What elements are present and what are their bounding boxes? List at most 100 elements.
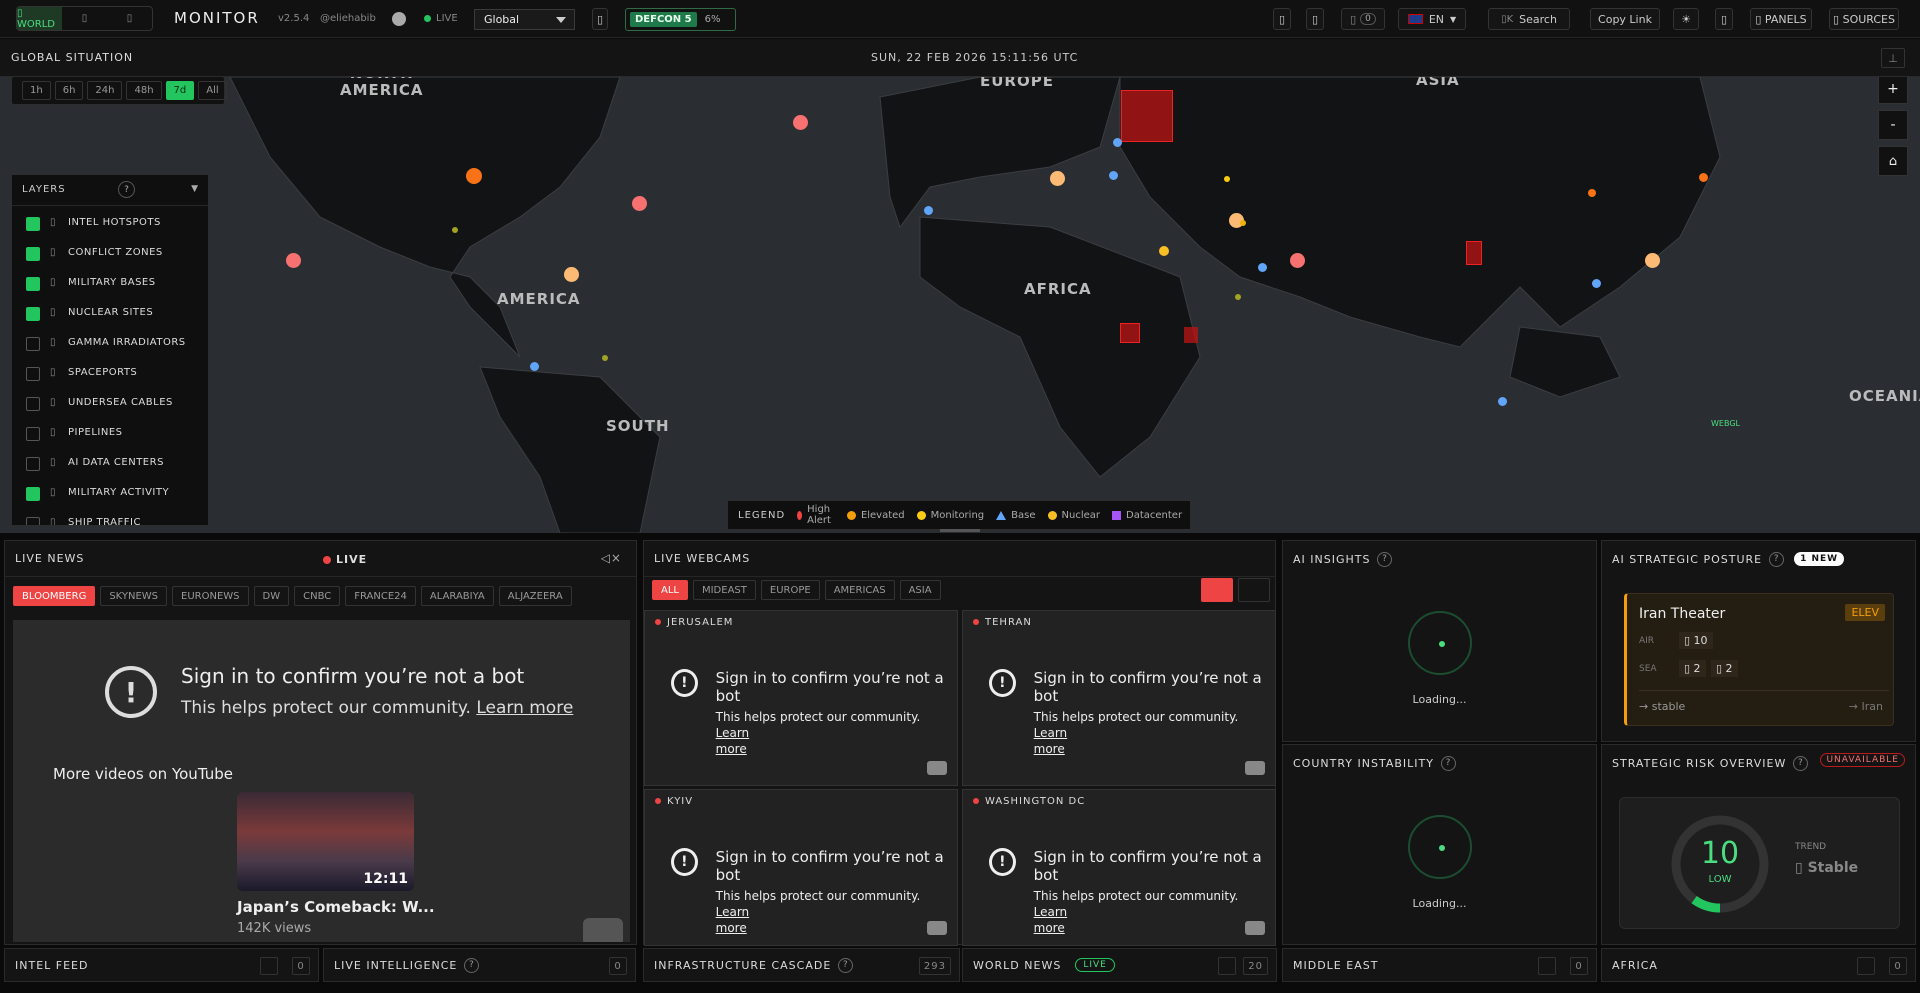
hotspot-marker[interactable] <box>564 267 579 282</box>
youtube-icon[interactable] <box>927 761 947 775</box>
youtube-icon[interactable] <box>1245 921 1265 935</box>
time-filter-24h[interactable]: 24h <box>87 81 123 100</box>
panel-header-middle-east[interactable]: MIDDLE EAST 0 <box>1282 948 1597 982</box>
hotspot-marker[interactable] <box>1699 173 1708 182</box>
layer-toggle-conflict-zones[interactable]: ▯ CONFLICT ZONES <box>12 243 208 267</box>
learn-more-link[interactable]: more <box>715 742 747 756</box>
variant-tab-world[interactable]: ▯ WORLD <box>17 7 62 30</box>
time-filter-7d[interactable]: 7d <box>165 81 195 100</box>
channel-tab-skynews[interactable]: SKYNEWS <box>100 586 168 606</box>
panels-button[interactable]: ▯ PANELS <box>1750 8 1812 30</box>
panel-action-icon[interactable] <box>1218 957 1236 975</box>
webcam-tile[interactable]: KYIV! Sign in to confirm you’re not a bot… <box>644 789 958 946</box>
search-button[interactable]: ▯K Search <box>1488 8 1570 30</box>
layer-checkbox[interactable] <box>26 247 40 261</box>
military-base-marker[interactable] <box>1258 263 1267 272</box>
world-map[interactable]: NORTH AMERICA EUROPE ASIA AFRICA AMERICA… <box>0 77 1920 533</box>
hotspot-marker[interactable] <box>632 196 647 211</box>
conflict-zone-yemen[interactable] <box>1184 327 1198 343</box>
layer-checkbox[interactable] <box>26 217 40 231</box>
help-icon[interactable]: ? <box>1377 551 1393 567</box>
monitoring-marker[interactable] <box>1224 176 1230 182</box>
learn-more-link[interactable]: Learn <box>1033 726 1068 740</box>
collapse-chevron-icon[interactable]: ▼ <box>191 184 198 194</box>
zoom-out-button[interactable]: - <box>1878 110 1908 140</box>
time-filter-48h[interactable]: 48h <box>126 81 162 100</box>
help-icon[interactable]: ? <box>1793 755 1809 771</box>
panel-header-africa[interactable]: AFRICA 0 <box>1601 948 1916 982</box>
help-icon[interactable]: ? <box>1440 755 1456 771</box>
single-view-icon[interactable] <box>1238 578 1270 602</box>
github-icon[interactable] <box>392 12 406 26</box>
learn-more-link[interactable]: more <box>715 921 747 935</box>
channel-tab-aljazeera[interactable]: ALJAZEERA <box>498 586 572 606</box>
conflict-zone-sudan[interactable] <box>1120 323 1140 343</box>
panel-header-intel-feed[interactable]: INTEL FEED 0 <box>4 948 319 982</box>
learn-more-link[interactable]: Learn <box>1033 905 1068 919</box>
variant-tab-2[interactable]: ▯ <box>81 13 88 24</box>
military-base-marker[interactable] <box>1113 138 1122 147</box>
youtube-icon[interactable] <box>1245 761 1265 775</box>
webcam-filter-europe[interactable]: EUROPE <box>760 580 820 600</box>
learn-more-link[interactable]: more <box>1033 921 1065 935</box>
panel-action-icon[interactable] <box>1538 957 1556 975</box>
video-title[interactable]: Japan’s Comeback: W... <box>237 898 435 916</box>
learn-more-link[interactable]: Learn <box>715 905 750 919</box>
theater-card[interactable]: Iran Theater ELEV AIR ▯ 10 SEA ▯ 2 ▯ 2 →… <box>1624 593 1894 726</box>
help-icon[interactable]: ? <box>118 181 135 198</box>
webcam-tile[interactable]: TEHRAN! Sign in to confirm you’re not a b… <box>962 610 1276 786</box>
military-base-marker[interactable] <box>924 206 933 215</box>
zoom-in-button[interactable]: + <box>1878 77 1908 104</box>
youtube-icon[interactable] <box>583 918 623 942</box>
layer-toggle-spaceports[interactable]: ▯ SPACEPORTS <box>12 363 208 387</box>
layer-toggle-ai-data-centers[interactable]: ▯ AI DATA CENTERS <box>12 453 208 477</box>
nuclear-marker[interactable] <box>1159 246 1169 256</box>
sources-button[interactable]: ▯ SOURCES <box>1829 8 1899 30</box>
time-filter-all[interactable]: All <box>198 81 227 100</box>
mute-icon[interactable]: ◁× <box>600 551 622 565</box>
monitoring-marker[interactable] <box>602 355 608 361</box>
military-base-marker[interactable] <box>530 362 539 371</box>
hotspot-marker[interactable] <box>286 253 301 268</box>
panel-header-world-news[interactable]: WORLD NEWS LIVE 20 <box>962 948 1277 982</box>
hotspot-marker[interactable] <box>1588 189 1596 197</box>
layer-toggle-military-activity[interactable]: ▯ MILITARY ACTIVITY <box>12 483 208 507</box>
youtube-embed[interactable]: ! Sign in to confirm you’re not a bot Th… <box>13 620 630 942</box>
conflict-zone-myanmar[interactable] <box>1466 241 1482 265</box>
webcam-filter-asia[interactable]: ASIA <box>899 580 941 600</box>
layer-toggle-undersea-cables[interactable]: ▯ UNDERSEA CABLES <box>12 393 208 417</box>
language-select[interactable]: EN ▼ <box>1398 8 1466 30</box>
hotspot-marker[interactable] <box>1050 171 1065 186</box>
channel-tab-cnbc[interactable]: CNBC <box>294 586 341 606</box>
layer-toggle-gamma-irradiators[interactable]: ▯ GAMMA IRRADIATORS <box>12 333 208 357</box>
layer-checkbox[interactable] <box>26 517 40 525</box>
layer-checkbox[interactable] <box>26 397 40 411</box>
home-icon[interactable]: ⌂ <box>1878 146 1908 176</box>
channel-tab-dw[interactable]: DW <box>253 586 290 606</box>
help-icon[interactable]: ? <box>1769 551 1785 567</box>
pin-icon[interactable]: ⊥ <box>1881 48 1905 68</box>
learn-more-link[interactable]: more <box>1033 742 1065 756</box>
fullscreen-icon[interactable]: ▯ <box>1715 8 1733 30</box>
panel-header-live-intelligence[interactable]: LIVE INTELLIGENCE? 0 <box>323 948 636 982</box>
help-icon[interactable]: ? <box>464 957 480 973</box>
monitoring-marker[interactable] <box>1235 294 1241 300</box>
time-filter-6h[interactable]: 6h <box>54 81 84 100</box>
layer-checkbox[interactable] <box>26 427 40 441</box>
military-base-marker[interactable] <box>1592 279 1601 288</box>
variant-tab-3[interactable]: ▯ <box>126 13 133 24</box>
webcam-filter-americas[interactable]: AMERICAS <box>824 580 895 600</box>
bell-icon[interactable]: ▯ <box>1273 8 1291 30</box>
webcam-filter-mideast[interactable]: MIDEAST <box>692 580 756 600</box>
region-select[interactable]: Global <box>474 9 575 30</box>
help-icon[interactable]: ? <box>838 957 854 973</box>
layer-toggle-pipelines[interactable]: ▯ PIPELINES <box>12 423 208 447</box>
hotspot-marker[interactable] <box>793 115 808 130</box>
youtube-icon[interactable] <box>927 921 947 935</box>
hotspot-marker[interactable] <box>1290 253 1305 268</box>
theme-toggle-icon[interactable]: ☀ <box>1673 8 1699 30</box>
time-filter-1h[interactable]: 1h <box>22 81 51 100</box>
layer-checkbox[interactable] <box>26 277 40 291</box>
channel-tab-bloomberg[interactable]: BLOOMBERG <box>13 586 96 606</box>
channel-tab-alarabiya[interactable]: ALARABIYA <box>420 586 494 606</box>
